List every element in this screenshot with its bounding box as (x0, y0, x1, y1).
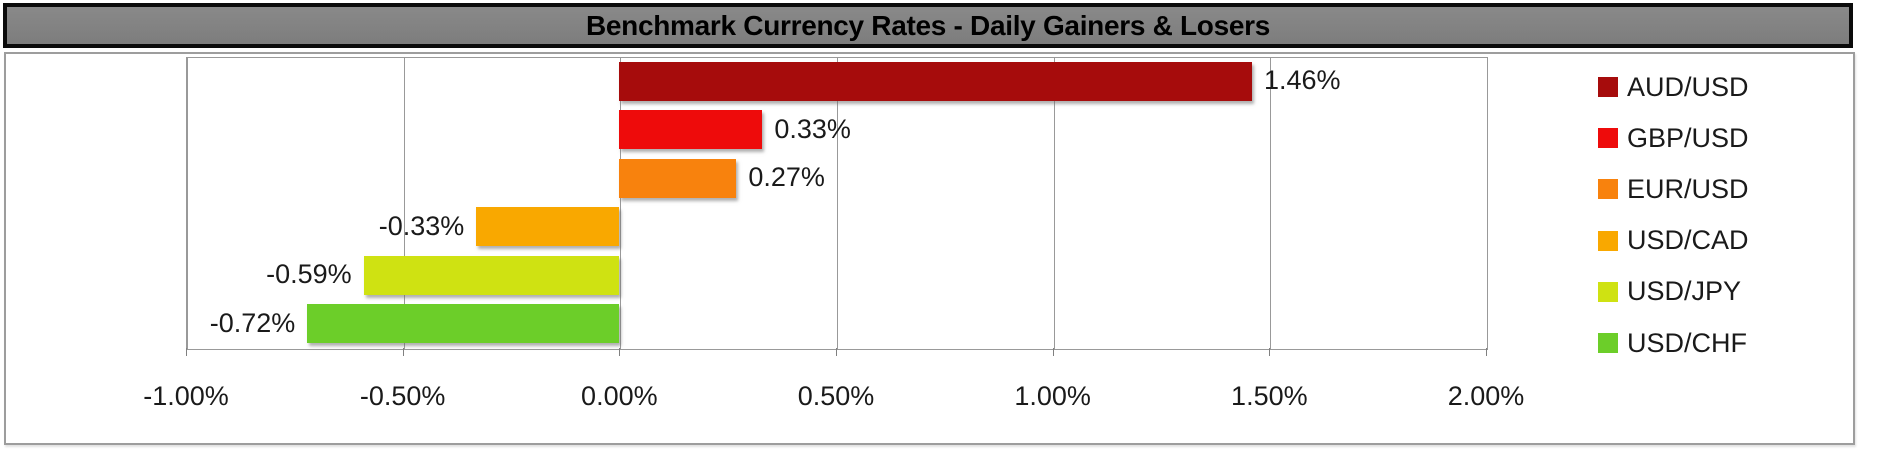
gridline (403, 58, 405, 349)
gridline (187, 58, 188, 349)
x-tick-label: -1.00% (143, 381, 229, 411)
legend-swatch-gbp-usd (1598, 128, 1618, 149)
x-tick-label: 1.50% (1231, 381, 1308, 411)
legend-swatch-usd-chf (1598, 333, 1618, 353)
gridline (1487, 58, 1488, 349)
legend-item-usd-jpy: USD/JPY (1598, 275, 1741, 309)
x-tick-label: 0.00% (581, 381, 658, 411)
plot-area (186, 57, 1488, 350)
bar-usd-jpy (363, 255, 620, 295)
bar-usd-chf (307, 304, 620, 344)
gridline (1270, 58, 1272, 349)
data-label-usd-jpy: -0.59% (266, 259, 352, 290)
legend-label-usd-cad: USD/CAD (1627, 225, 1749, 256)
gridline (837, 58, 838, 349)
data-label-aud-usd: 1.46% (1264, 65, 1341, 96)
x-tick-mark (836, 348, 837, 356)
legend-swatch-usd-jpy (1598, 281, 1618, 302)
gridline (620, 58, 622, 349)
bar-usd-cad (476, 207, 620, 247)
legend-swatch-eur-usd (1598, 179, 1618, 200)
x-tick-label: 1.00% (1014, 381, 1091, 411)
legend-swatch-aud-usd (1598, 77, 1618, 97)
legend-label-gbp-usd: GBP/USD (1627, 122, 1749, 153)
legend-label-usd-chf: USD/CHF (1627, 327, 1747, 358)
legend-label-aud-usd: AUD/USD (1627, 71, 1749, 102)
x-tick-mark (619, 348, 621, 356)
data-label-gbp-usd: 0.33% (774, 113, 851, 144)
data-label-usd-cad: -0.33% (378, 210, 465, 241)
x-tick-label: -0.50% (359, 381, 446, 411)
data-label-usd-chf: -0.72% (209, 307, 296, 338)
gridline (1053, 58, 1055, 349)
bar-aud-usd (619, 61, 1252, 101)
legend-item-usd-cad: USD/CAD (1598, 224, 1749, 258)
x-tick-label: 0.50% (797, 381, 875, 411)
legend-item-gbp-usd: GBP/USD (1598, 121, 1749, 155)
x-tick-mark (1269, 348, 1271, 356)
bar-eur-usd (619, 158, 737, 198)
x-tick-mark (402, 348, 404, 356)
chart-title-bar: Benchmark Currency Rates - Daily Gainers… (3, 3, 1853, 48)
legend-swatch-usd-cad (1598, 230, 1618, 251)
x-tick-mark (186, 348, 187, 356)
legend-item-eur-usd: EUR/USD (1598, 172, 1749, 206)
legend-item-aud-usd: AUD/USD (1598, 70, 1749, 104)
chart-title: Benchmark Currency Rates - Daily Gainers… (585, 9, 1271, 41)
data-label-eur-usd: 0.27% (748, 162, 825, 193)
legend-item-usd-chf: USD/CHF (1598, 326, 1747, 360)
bar-gbp-usd (619, 110, 763, 150)
legend-label-usd-jpy: USD/JPY (1627, 276, 1742, 307)
x-tick-mark (1486, 348, 1487, 356)
legend-label-eur-usd: EUR/USD (1627, 173, 1749, 204)
x-tick-mark (1052, 348, 1054, 356)
x-tick-label: 2.00% (1447, 381, 1525, 411)
